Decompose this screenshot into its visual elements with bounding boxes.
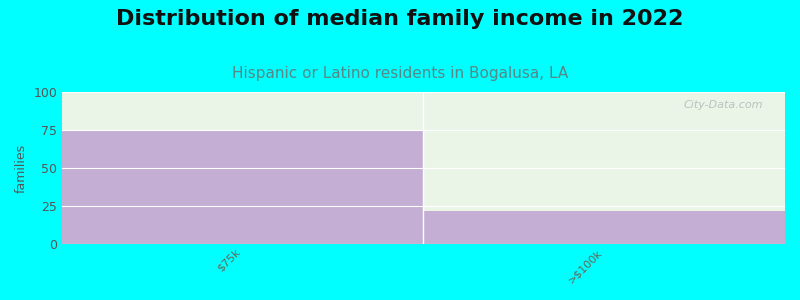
Bar [423, 211, 785, 244]
Text: Hispanic or Latino residents in Bogalusa, LA: Hispanic or Latino residents in Bogalusa… [232, 66, 568, 81]
Text: City-Data.com: City-Data.com [684, 100, 763, 110]
Text: Distribution of median family income in 2022: Distribution of median family income in … [116, 9, 684, 29]
Y-axis label: families: families [15, 143, 28, 193]
Bar [62, 130, 423, 244]
